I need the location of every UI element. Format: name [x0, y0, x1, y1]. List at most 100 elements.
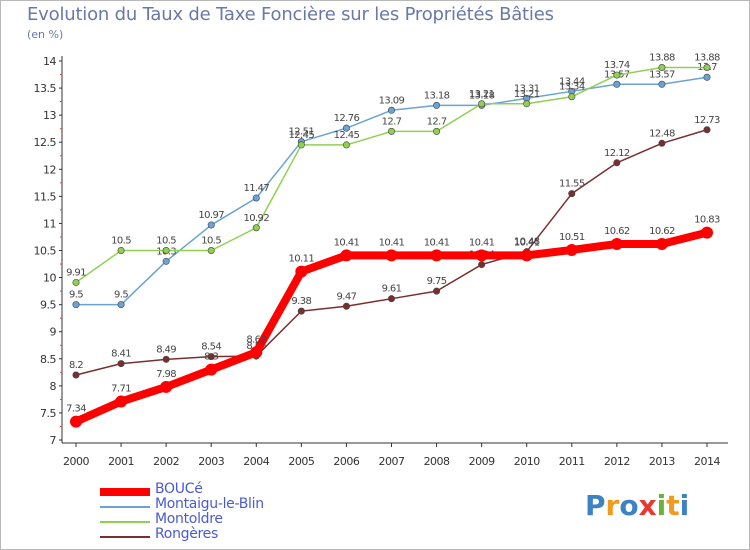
proxiti-logo: Proxiti	[585, 489, 689, 522]
series-point-3	[703, 126, 711, 134]
legend-label-rongeres: Rongères	[155, 526, 218, 542]
data-label-2: 10.5	[111, 236, 131, 247]
x-tick-label: 2013	[649, 455, 675, 468]
data-label-1: 13.09	[379, 95, 405, 106]
series-point-2	[478, 100, 486, 108]
series-point-2	[387, 127, 395, 135]
data-label-0: 8.62	[246, 334, 266, 345]
y-tick-label: 11.5	[34, 190, 57, 203]
series-point-1	[207, 221, 215, 229]
series-point-2	[162, 247, 170, 255]
x-tick-label: 2000	[63, 455, 89, 468]
series-point-0	[475, 249, 488, 262]
x-tick-label: 2005	[288, 455, 314, 468]
series-point-3	[117, 360, 125, 368]
chart-title: Evolution du Taux de Taxe Foncière sur l…	[27, 4, 554, 25]
series-point-2	[433, 127, 441, 135]
logo-letter-x: x	[638, 489, 657, 522]
series-point-2	[207, 247, 215, 255]
data-label-0: 10.41	[334, 237, 360, 248]
series-point-0	[205, 363, 218, 376]
data-label-2: 13.88	[649, 52, 675, 63]
logo-letter-p: P	[585, 489, 606, 522]
series-point-1	[387, 106, 395, 114]
series-point-0	[160, 380, 173, 393]
series-point-0	[115, 395, 128, 408]
data-label-1: 9.5	[69, 290, 83, 301]
legend-swatch-rongeres	[100, 536, 150, 538]
y-tick-label: 12	[43, 163, 56, 176]
data-label-3: 12.73	[694, 115, 720, 126]
data-label-1: 13.18	[424, 90, 450, 101]
series-point-2	[658, 63, 666, 71]
series-point-2	[117, 247, 125, 255]
data-label-3: 9.75	[427, 276, 447, 287]
x-tick-label: 2004	[243, 455, 269, 468]
series-point-2	[523, 100, 531, 108]
x-tick-label: 2001	[108, 455, 134, 468]
x-tick-label: 2010	[514, 455, 540, 468]
y-tick-label: 9	[50, 326, 57, 339]
legend-item-boucé: BOUCé	[100, 481, 360, 499]
series-point-0	[655, 238, 668, 251]
y-tick-label: 8.5	[40, 353, 56, 366]
x-tick-label: 2006	[333, 455, 359, 468]
data-label-0: 10.62	[604, 226, 630, 237]
series-point-1	[703, 73, 711, 81]
data-label-0: 10.41	[514, 237, 540, 248]
data-label-0: 10.62	[649, 226, 675, 237]
data-label-2: 12.7	[427, 116, 447, 127]
data-label-0: 7.71	[111, 384, 131, 395]
data-label-1: 13.57	[649, 69, 675, 80]
series-point-0	[520, 249, 533, 262]
series-point-0	[610, 238, 623, 251]
data-label-2: 10.92	[243, 213, 269, 224]
series-point-0	[340, 249, 353, 262]
series-point-0	[295, 265, 308, 278]
legend-label-boucé: BOUCé	[155, 481, 203, 497]
series-point-3	[342, 302, 350, 310]
legend-swatch-montoldre	[100, 521, 150, 523]
data-label-3: 8.2	[69, 360, 83, 371]
data-label-2: 13.21	[514, 89, 540, 100]
data-label-0: 10.51	[559, 232, 585, 243]
y-tick-label: 14	[43, 55, 56, 68]
series-point-2	[297, 141, 305, 149]
y-tick-label: 12.5	[34, 136, 57, 149]
logo-letter-o: o	[619, 489, 639, 522]
data-label-0: 10.41	[469, 237, 495, 248]
series-point-1	[658, 80, 666, 88]
data-label-3: 9.61	[382, 284, 402, 295]
series-point-1	[342, 124, 350, 132]
data-label-2: 12.45	[334, 130, 360, 141]
series-point-1	[117, 301, 125, 309]
data-label-0: 10.41	[379, 237, 405, 248]
logo-letter-i: i	[656, 489, 667, 522]
series-point-0	[250, 346, 263, 359]
series-point-3	[72, 371, 80, 379]
data-label-2: 10.5	[156, 236, 176, 247]
series-point-3	[387, 295, 395, 303]
data-label-1: 13.31	[514, 83, 540, 94]
data-label-0: 7.34	[66, 404, 86, 415]
series-point-3	[433, 287, 441, 295]
series-point-1	[613, 80, 621, 88]
series-point-1	[162, 257, 170, 265]
data-label-0: 10.83	[694, 215, 720, 226]
data-label-1: 13.18	[469, 90, 495, 101]
x-tick-label: 2008	[424, 455, 450, 468]
data-label-3: 11.55	[559, 179, 585, 190]
y-tick-label: 7.5	[40, 407, 56, 420]
y-tick-label: 11	[43, 217, 56, 230]
series-point-3	[478, 261, 486, 269]
series-point-0	[565, 243, 578, 256]
data-label-1: 12.51	[289, 127, 315, 138]
y-tick-label: 8	[50, 380, 57, 393]
legend: BOUCé Montaigu-le-Blin Montoldre Rongère…	[100, 481, 360, 544]
data-label-2: 12.45	[289, 130, 315, 141]
x-tick-label: 2011	[559, 455, 585, 468]
series-point-1	[72, 301, 80, 309]
y-tick-label: 9.5	[40, 299, 56, 312]
series-point-0	[385, 249, 398, 262]
